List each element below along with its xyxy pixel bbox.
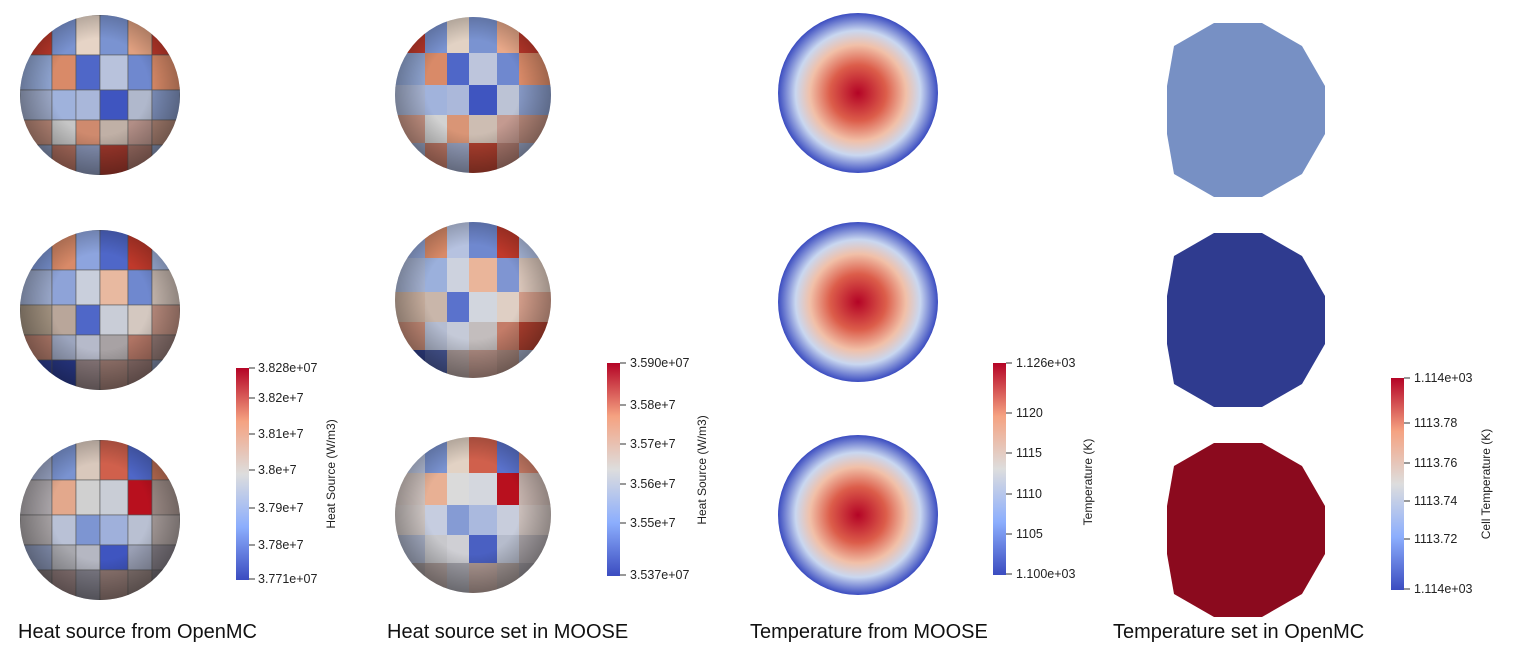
caption-panel4: Temperature set in OpenMC (1113, 621, 1365, 643)
cb1-tick-2: 3.81e+7 (258, 427, 304, 441)
cb3-tick-3: 1110 (1016, 487, 1042, 501)
cb2-tick-3: 3.56e+7 (630, 477, 676, 491)
colorbar-4: 1.114e+03 1113.78 1113.76 1113.74 1113.7… (1391, 371, 1493, 596)
cb1-tick-5: 3.78e+7 (258, 538, 304, 552)
cb4-tick-4: 1113.72 (1414, 532, 1457, 546)
cb4-tick-3: 1113.74 (1414, 494, 1457, 508)
cb1-tick-6: 3.771e+07 (258, 572, 317, 586)
caption-panel3: Temperature from MOOSE (750, 621, 988, 643)
cb1-tick-4: 3.79e+7 (258, 501, 304, 515)
cb1-title: Heat Source (W/m3) (324, 419, 338, 528)
cb2-tick-5: 3.537e+07 (630, 568, 689, 582)
cb2-tick-2: 3.57e+7 (630, 437, 676, 451)
cell-polygon-3 (1167, 443, 1325, 617)
cb2-tick-0: 3.590e+07 (630, 356, 689, 370)
temperature-disk-2 (778, 222, 938, 382)
cb2-title: Heat Source (W/m3) (695, 415, 709, 524)
cb3-tick-4: 1105 (1016, 527, 1043, 541)
cb4-title: Cell Temperature (K) (1479, 429, 1493, 539)
cb4-tick-5: 1.114e+03 (1414, 582, 1473, 596)
cb4-tick-0: 1.114e+03 (1414, 371, 1473, 385)
caption-panel2: Heat source set in MOOSE (387, 621, 629, 643)
caption-panel1: Heat source from OpenMC (18, 621, 257, 643)
cell-polygon-1 (1167, 23, 1325, 197)
sphere-openmc-3 (20, 440, 180, 600)
colorbar-1: 3.828e+07 3.82e+7 3.81e+7 3.8e+7 3.79e+7… (236, 361, 338, 586)
colorbar-3: 1.126e+03 1120 1115 1110 1105 1.100e+03 … (993, 356, 1095, 581)
sphere-moose-3 (395, 437, 551, 593)
cb3-title: Temperature (K) (1081, 439, 1095, 526)
temperature-disk-1 (778, 13, 938, 173)
cb3-tick-0: 1.126e+03 (1016, 356, 1075, 370)
colorbar-2: 3.590e+07 3.58e+7 3.57e+7 3.56e+7 3.55e+… (607, 356, 709, 582)
cb3-tick-1: 1120 (1016, 406, 1043, 420)
temperature-disk-3 (778, 435, 938, 595)
cb3-tick-2: 1115 (1016, 446, 1042, 460)
sphere-openmc-1 (20, 15, 180, 175)
sphere-moose-2 (395, 222, 551, 378)
cb4-tick-2: 1113.76 (1414, 456, 1457, 470)
cell-polygon-2 (1167, 233, 1325, 407)
cb1-tick-0: 3.828e+07 (258, 361, 317, 375)
cb2-tick-1: 3.58e+7 (630, 398, 676, 412)
cb1-tick-3: 3.8e+7 (258, 463, 297, 477)
cb2-tick-4: 3.55e+7 (630, 516, 676, 530)
sphere-openmc-2 (20, 230, 180, 390)
cb1-tick-1: 3.82e+7 (258, 391, 304, 405)
cb3-tick-5: 1.100e+03 (1016, 567, 1075, 581)
cb4-tick-1: 1113.78 (1414, 416, 1457, 430)
sphere-moose-1 (395, 17, 551, 173)
